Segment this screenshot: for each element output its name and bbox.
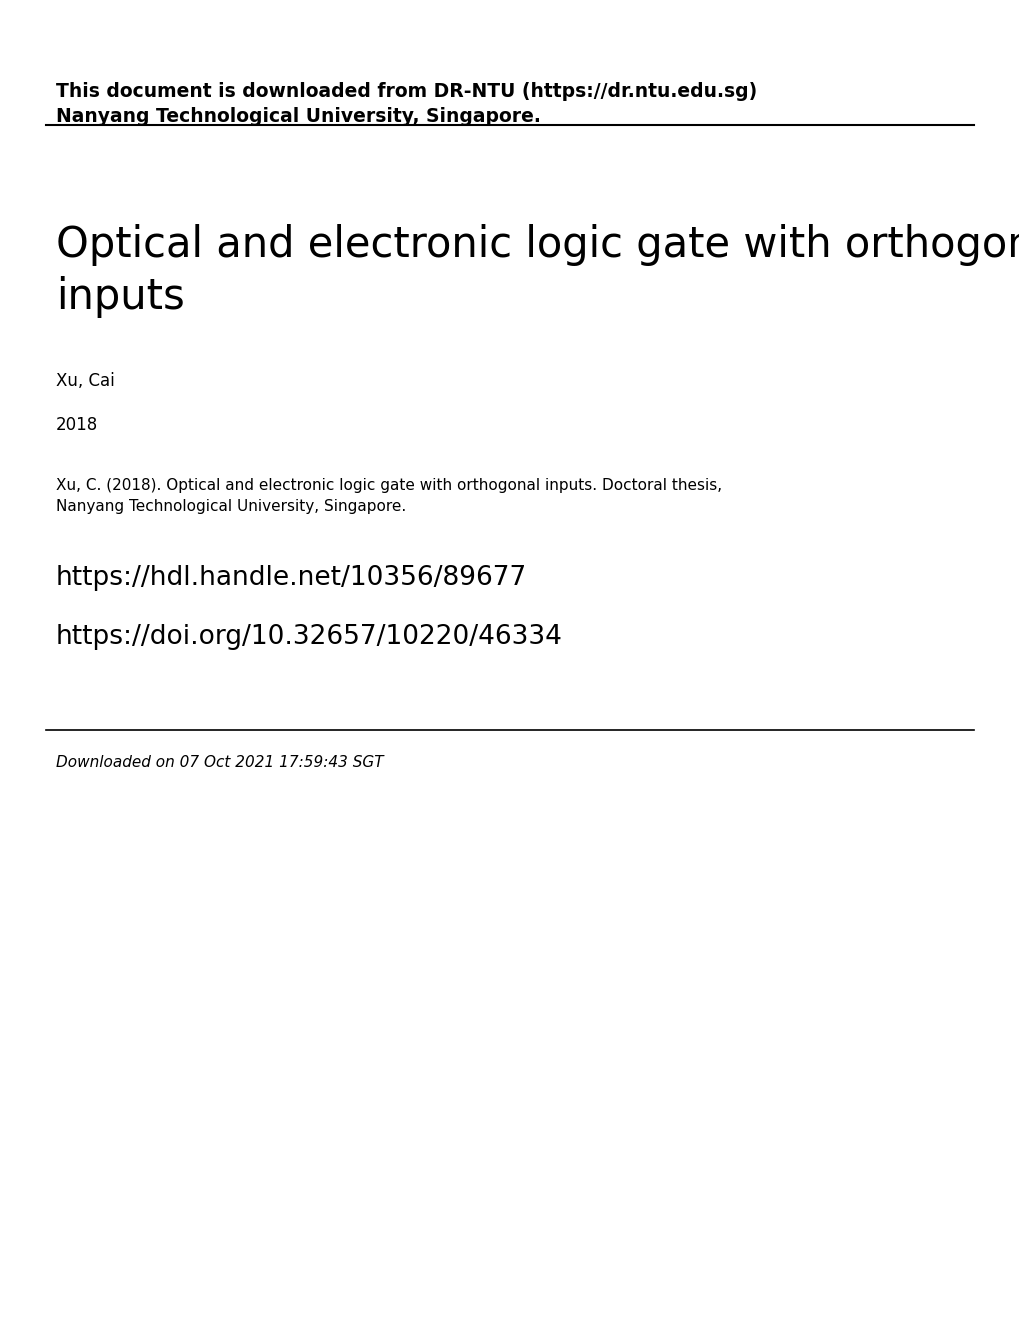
Text: This document is downloaded from DR-NTU (https://dr.ntu.edu.sg)
Nanyang Technolo: This document is downloaded from DR-NTU … [56,82,757,125]
Text: Xu, Cai: Xu, Cai [56,372,115,391]
Text: https://hdl.handle.net/10356/89677: https://hdl.handle.net/10356/89677 [56,565,527,591]
Text: https://doi.org/10.32657/10220/46334: https://doi.org/10.32657/10220/46334 [56,624,562,651]
Text: Downloaded on 07 Oct 2021 17:59:43 SGT: Downloaded on 07 Oct 2021 17:59:43 SGT [56,755,383,770]
Text: Optical and electronic logic gate with orthogonal
inputs: Optical and electronic logic gate with o… [56,224,1019,318]
Text: 2018: 2018 [56,416,98,434]
Text: Xu, C. (2018). Optical and electronic logic gate with orthogonal inputs. Doctora: Xu, C. (2018). Optical and electronic lo… [56,478,721,513]
